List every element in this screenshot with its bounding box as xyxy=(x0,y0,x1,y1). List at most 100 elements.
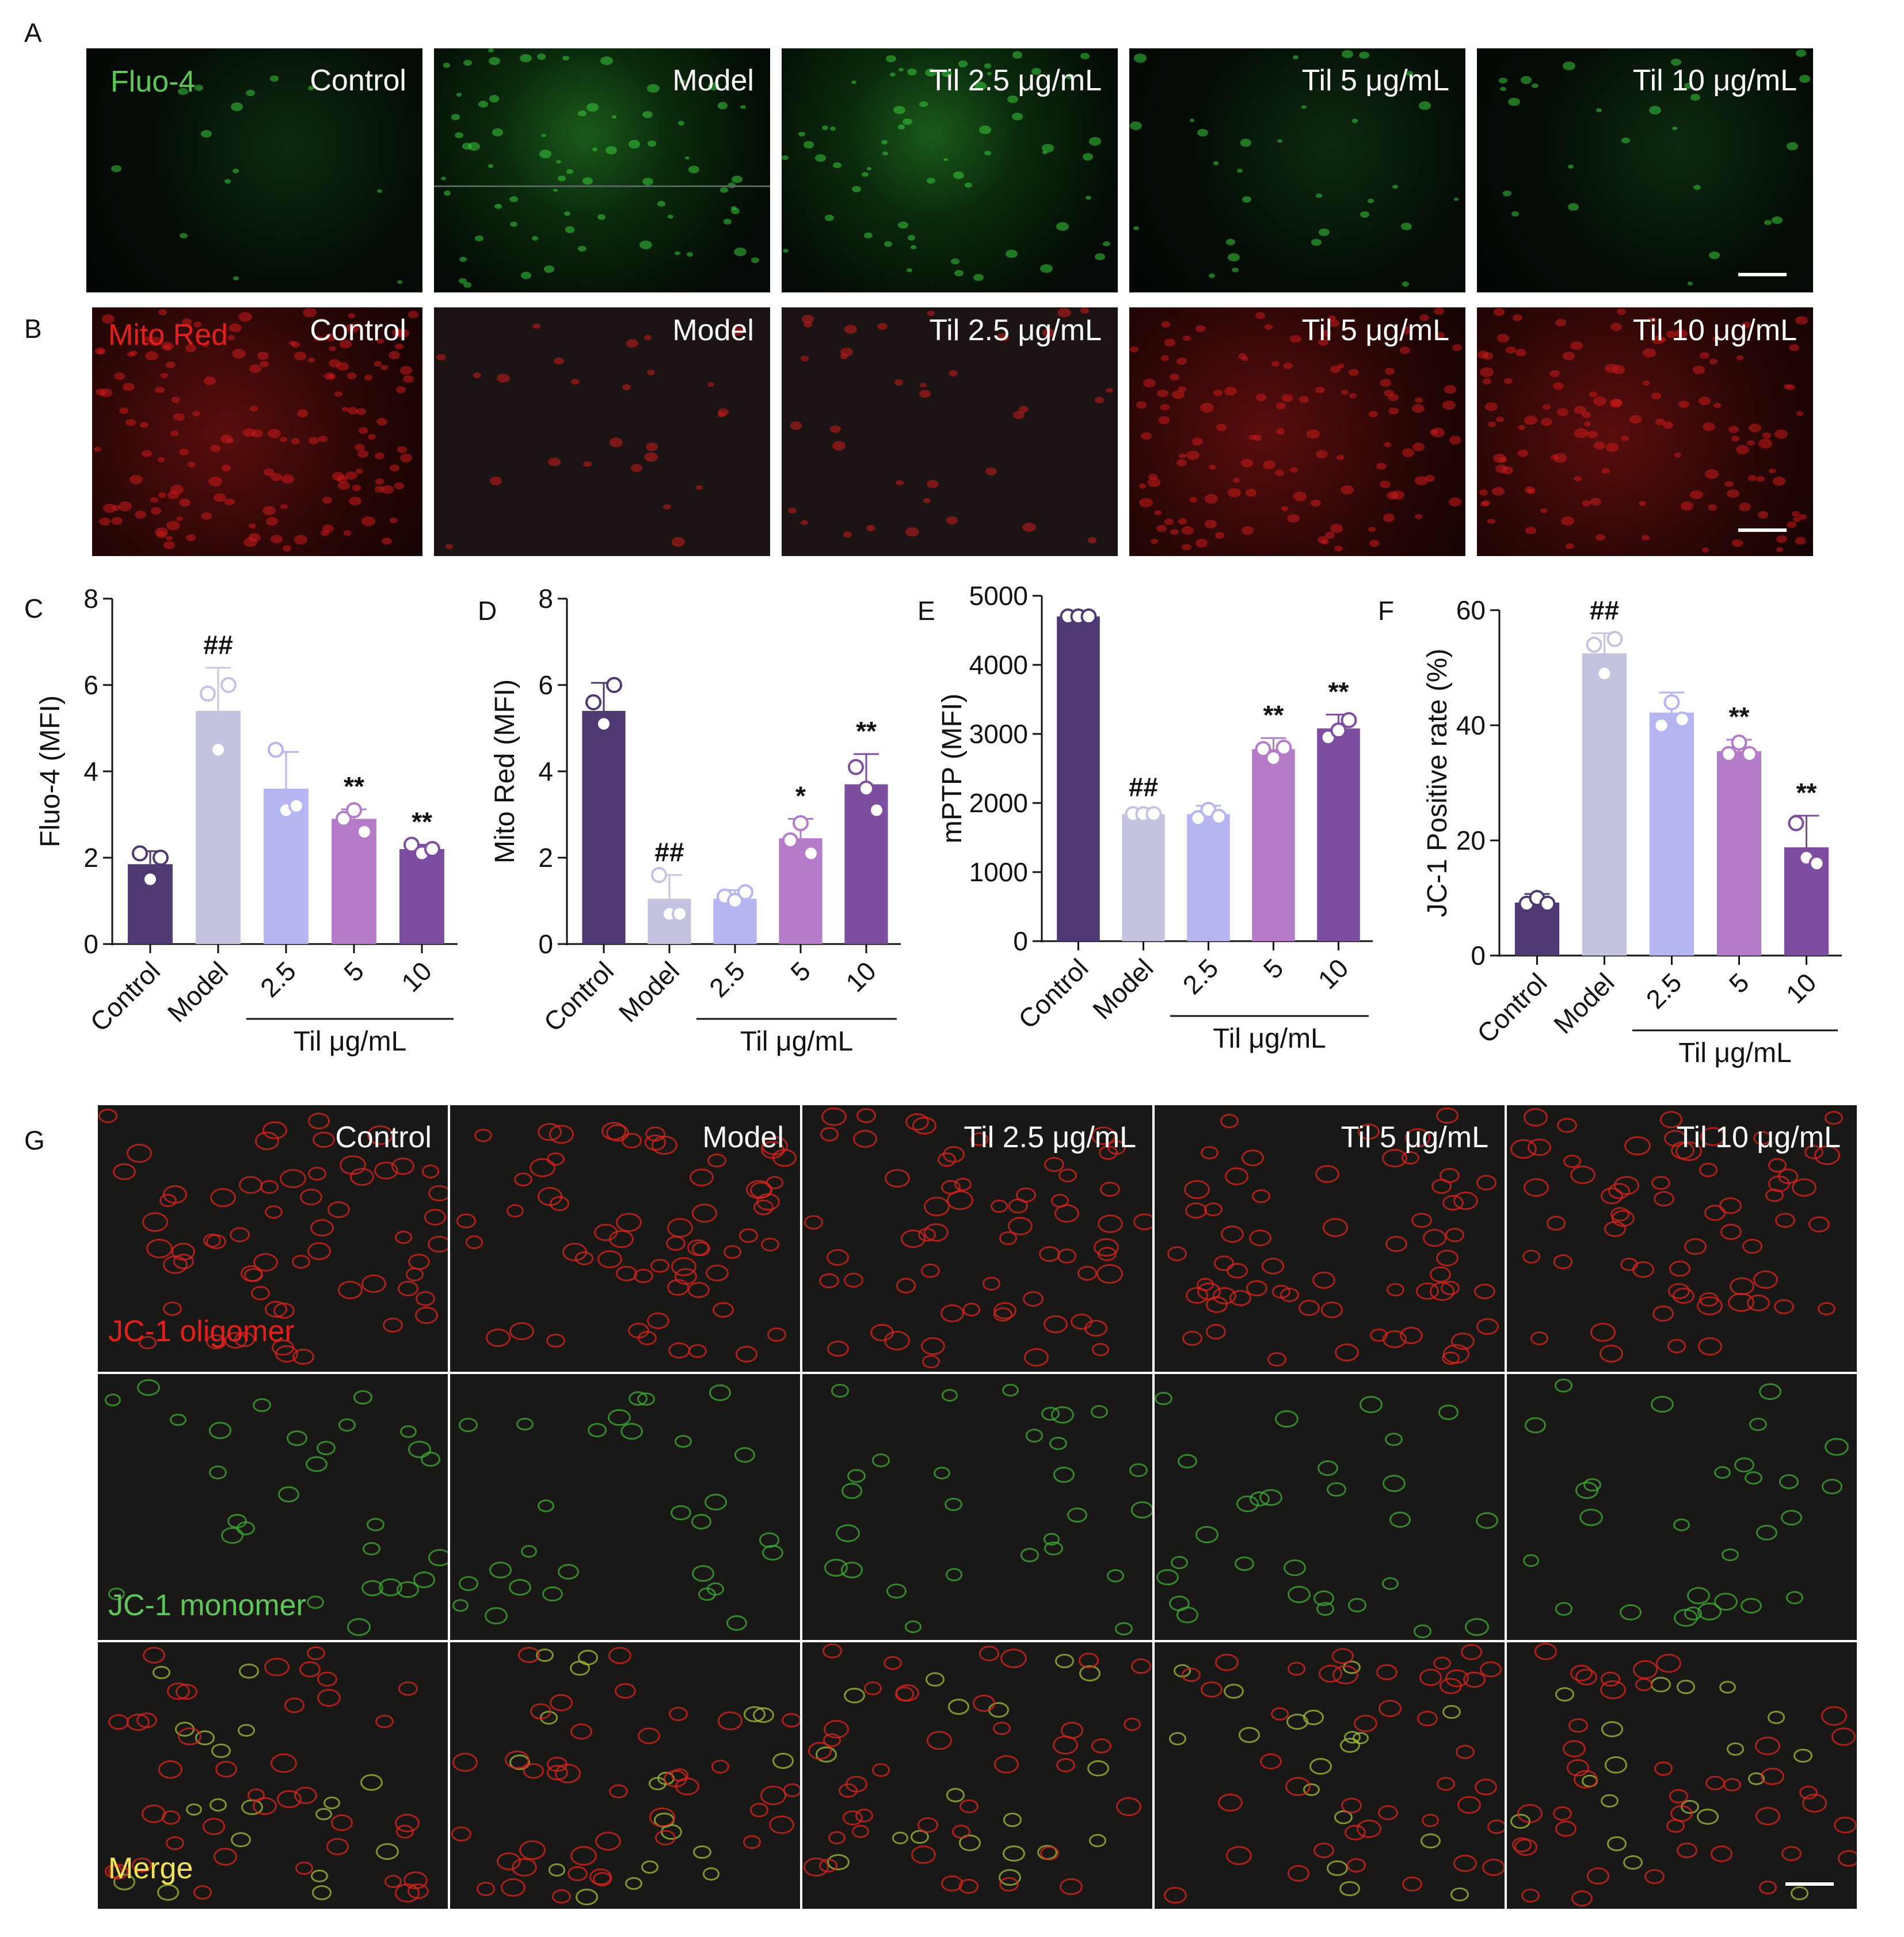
cell-speck xyxy=(1527,488,1535,494)
cell-speck xyxy=(592,147,598,151)
cell-speck xyxy=(1252,434,1262,441)
cell-speck xyxy=(529,1158,555,1177)
significance-label-model: ## xyxy=(1129,772,1158,802)
cell-speck xyxy=(1741,321,1751,329)
cell-speck xyxy=(1133,54,1147,63)
cell-speck xyxy=(308,1113,330,1129)
cell-speck xyxy=(1686,1587,1711,1604)
cell-speck xyxy=(1315,1165,1339,1183)
cell-speck xyxy=(1543,404,1551,410)
cell-speck xyxy=(1506,346,1516,353)
cell-speck xyxy=(313,1131,335,1148)
cell-speck xyxy=(519,1840,546,1860)
cell-speck xyxy=(252,1398,272,1413)
cell-speck xyxy=(567,1866,588,1882)
cell-speck xyxy=(300,1189,322,1206)
cell-speck xyxy=(885,1169,910,1188)
cell-speck xyxy=(772,1752,794,1769)
cell-speck xyxy=(717,102,728,109)
cell-speck xyxy=(1178,386,1187,392)
cell-speck xyxy=(1731,435,1740,442)
cell-speck xyxy=(421,1452,441,1467)
chart-mptp: 0 1000 2000 3000 4000 5000 mPTP (MFI) Control ##… xyxy=(937,581,1373,1054)
cell-speck xyxy=(500,1878,525,1897)
cell-speck xyxy=(238,1723,255,1737)
cell-speck xyxy=(851,80,857,85)
cell-speck xyxy=(692,1565,715,1582)
cell-speck xyxy=(1590,497,1601,506)
jc1-merge-control: Merge xyxy=(98,1642,450,1911)
cell-speck xyxy=(898,67,904,72)
fluo4-channel-label: Fluo-4 xyxy=(111,65,196,98)
cell-speck xyxy=(1197,128,1208,136)
cell-speck xyxy=(1673,1287,1695,1304)
cell-speck xyxy=(374,452,384,460)
mito-image-til10: Til 10 μg/mL xyxy=(1477,307,1813,556)
cell-speck xyxy=(1039,1246,1061,1262)
cell-speck xyxy=(1453,1854,1477,1872)
cell-speck xyxy=(263,469,274,476)
cell-speck xyxy=(260,1179,279,1194)
cell-speck xyxy=(1280,1288,1299,1303)
jc1-monomer-control: JC-1 monomer xyxy=(98,1373,450,1643)
cell-speck xyxy=(157,1884,180,1901)
cell-speck xyxy=(408,1441,431,1458)
jc1-merge-til10 xyxy=(1507,1642,1859,1911)
cell-speck xyxy=(1669,1788,1689,1803)
cell-speck xyxy=(1438,1404,1459,1420)
cell-speck xyxy=(287,1430,307,1446)
cell-speck xyxy=(822,1643,842,1658)
cell-speck xyxy=(1570,341,1583,350)
cell-speck xyxy=(833,162,841,168)
cell-speck xyxy=(1641,534,1650,541)
cell-speck xyxy=(576,1888,599,1905)
cell-speck xyxy=(249,406,258,412)
data-point-control xyxy=(1539,896,1556,912)
cell-speck xyxy=(185,344,196,352)
bar-control xyxy=(1514,903,1560,956)
cell-speck xyxy=(832,441,846,451)
cell-speck xyxy=(113,1163,136,1181)
cell-speck xyxy=(176,516,183,522)
cell-speck xyxy=(1575,1669,1598,1686)
significance-label-til10: ** xyxy=(1796,778,1817,808)
y-tick-label: 2 xyxy=(83,843,98,873)
y-axis-label: Mito Red (MFI) xyxy=(490,679,520,863)
cell-speck xyxy=(1053,1467,1075,1483)
cell-speck xyxy=(367,1125,394,1145)
jc1-title-model: Model xyxy=(702,1121,784,1154)
cell-speck xyxy=(920,1263,940,1278)
cell-speck xyxy=(486,1328,511,1347)
cell-speck xyxy=(884,1656,902,1670)
cell-speck xyxy=(389,517,397,523)
cell-speck xyxy=(140,421,149,428)
cell-speck xyxy=(696,485,703,490)
cell-speck xyxy=(1290,334,1301,343)
cell-speck xyxy=(97,348,105,354)
cell-speck xyxy=(1214,1653,1239,1672)
cell-speck xyxy=(179,498,191,507)
cell-speck xyxy=(1700,352,1710,359)
cell-speck xyxy=(896,480,904,485)
cell-speck xyxy=(781,1713,800,1728)
panel-label-b: B xyxy=(24,314,42,344)
x-tick-label: Control xyxy=(84,956,166,1037)
cell-speck xyxy=(801,314,814,324)
y-tick-label: 0 xyxy=(538,929,553,959)
cell-speck xyxy=(984,150,991,156)
cell-speck xyxy=(1496,416,1504,423)
cell-speck xyxy=(894,379,904,386)
cell-speck xyxy=(1298,1300,1320,1316)
cell-speck xyxy=(691,1242,710,1256)
cell-speck xyxy=(238,312,252,322)
cell-speck xyxy=(1080,307,1089,314)
cell-speck xyxy=(1440,1677,1462,1695)
cell-speck xyxy=(731,206,737,211)
cell-speck xyxy=(1713,1593,1738,1611)
bar-control xyxy=(582,711,626,944)
cell-speck xyxy=(731,175,742,184)
cell-speck xyxy=(1445,1228,1464,1242)
cell-speck xyxy=(303,308,317,318)
cell-speck xyxy=(743,1835,761,1849)
cell-speck xyxy=(1781,1846,1802,1862)
